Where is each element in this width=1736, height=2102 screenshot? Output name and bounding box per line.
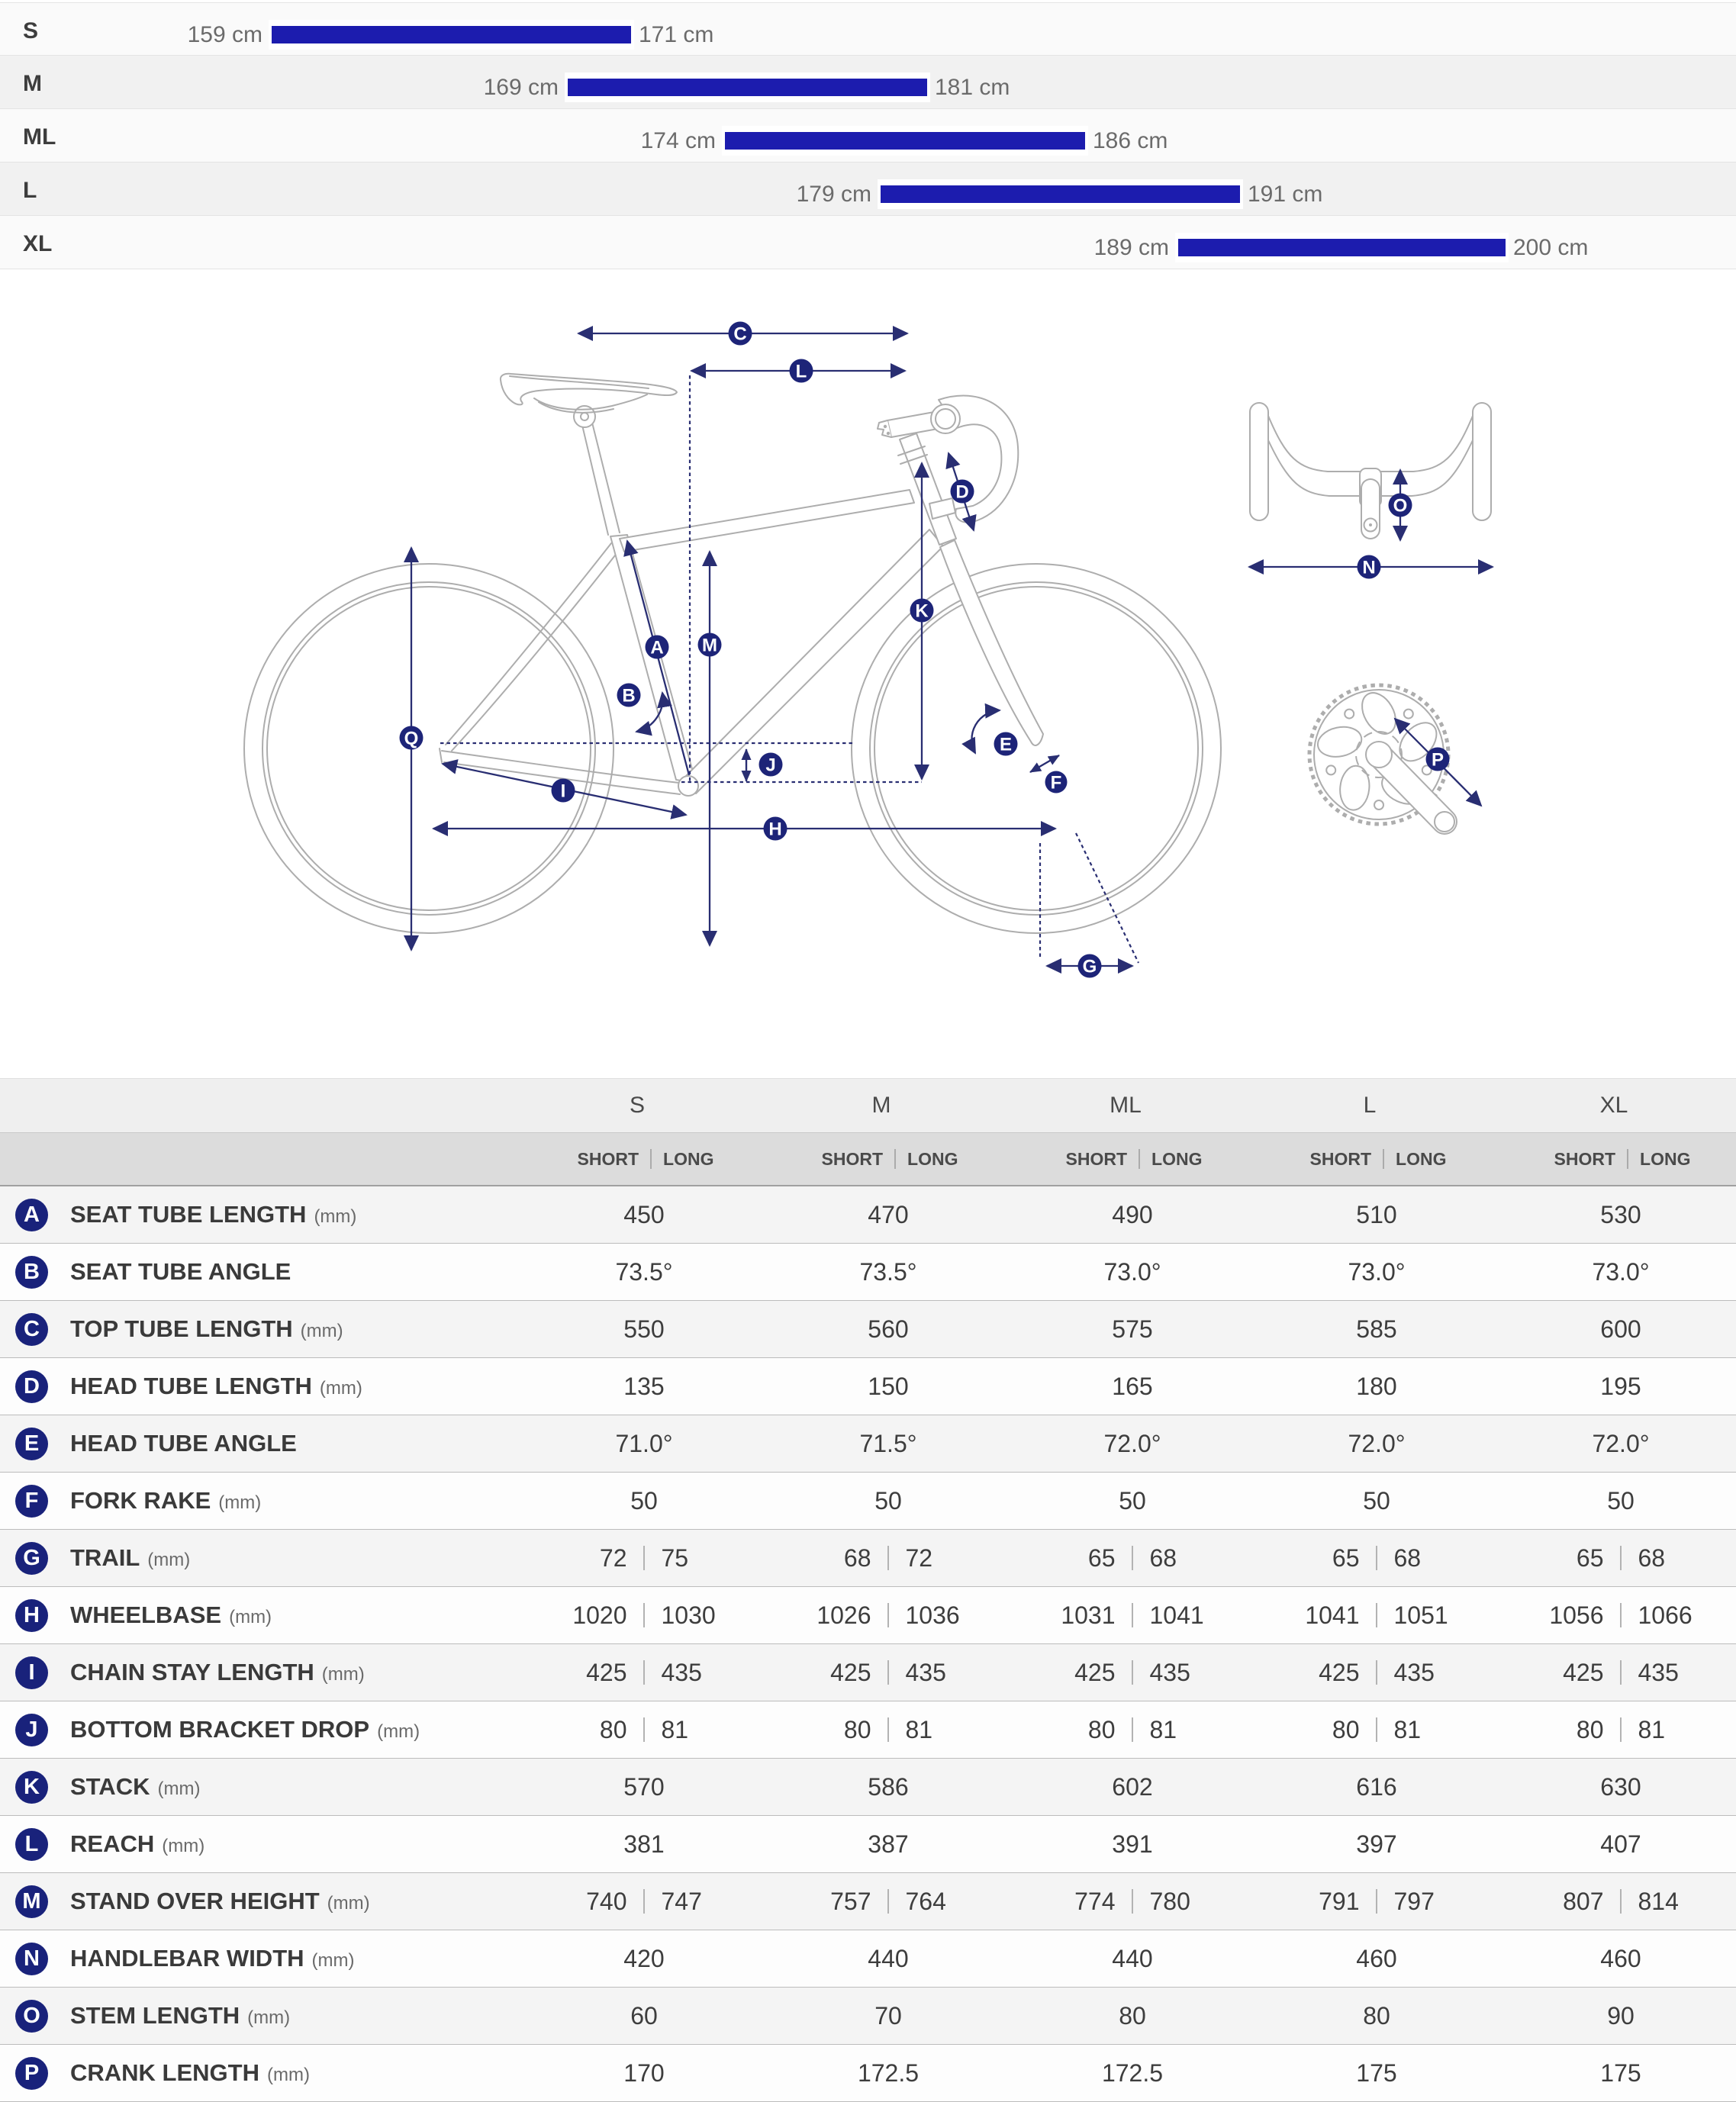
svg-text:D: D <box>955 482 968 503</box>
svg-text:Q: Q <box>404 729 419 749</box>
svg-text:P: P <box>1432 750 1444 771</box>
svg-text:C: C <box>733 324 746 345</box>
svg-text:A: A <box>650 638 663 658</box>
svg-text:N: N <box>1362 558 1375 578</box>
svg-text:O: O <box>1393 496 1408 517</box>
svg-text:B: B <box>622 686 635 707</box>
svg-text:M: M <box>702 636 717 656</box>
svg-text:G: G <box>1083 957 1097 977</box>
svg-text:L: L <box>796 362 807 382</box>
svg-text:E: E <box>1000 735 1012 755</box>
svg-text:J: J <box>765 755 775 776</box>
svg-text:K: K <box>915 601 929 622</box>
svg-text:H: H <box>768 819 781 840</box>
svg-text:I: I <box>561 781 566 802</box>
svg-text:F: F <box>1051 773 1062 793</box>
